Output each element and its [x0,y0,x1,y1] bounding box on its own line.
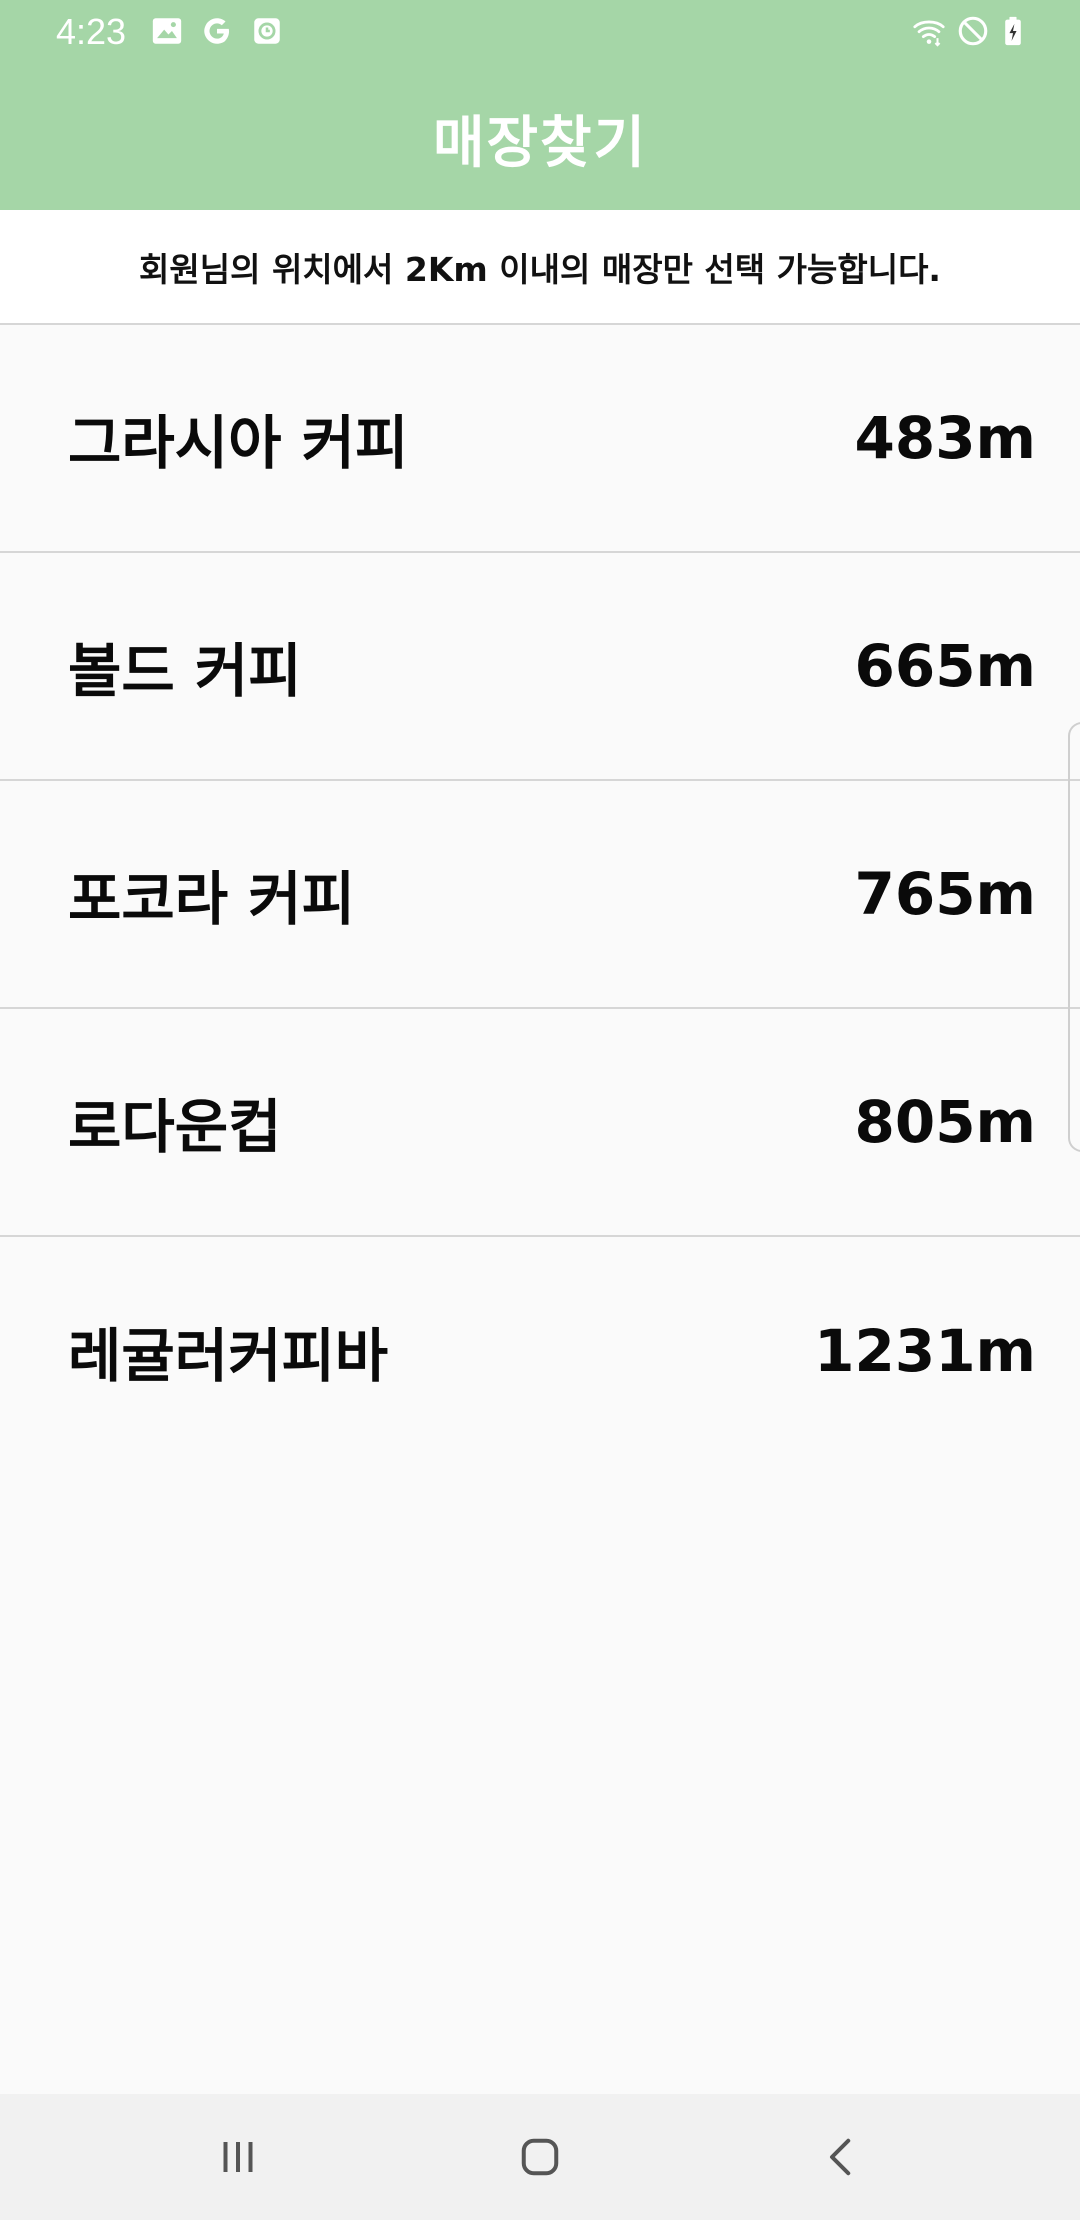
app-bar: 매장찾기 [0,66,1080,210]
store-name: 레귤러커피바 [68,1322,389,1390]
store-list-item[interactable]: 포코라 커피 765m [0,781,1080,1009]
status-bar: 4:23 [0,0,1080,66]
navigation-bar [0,2094,1080,2220]
home-button[interactable] [500,2122,580,2192]
gallery-icon [150,14,184,48]
store-list-item[interactable]: 볼드 커피 665m [0,553,1080,781]
store-distance: 665m [854,632,1036,700]
store-list-item[interactable]: 레귤러커피바 1231m [0,1237,1080,1465]
store-name: 로다운컵 [68,1093,282,1161]
notice-text: 회원님의 위치에서 2Km 이내의 매장만 선택 가능합니다. [139,249,941,289]
battery-charging-icon [996,14,1030,48]
store-list-item[interactable]: 그라시아 커피 483m [0,325,1080,553]
store-distance: 1231m [814,1317,1036,1385]
status-time: 4:23 [56,11,127,52]
edge-panel-handle[interactable] [1068,722,1080,1152]
store-name: 볼드 커피 [68,637,302,705]
recent-apps-icon [223,2142,253,2172]
back-icon [830,2138,851,2176]
wifi-icon [912,14,946,48]
do-not-disturb-icon [956,14,990,48]
store-distance: 765m [854,860,1036,928]
store-list: 그라시아 커피 483m 볼드 커피 665m 포코라 커피 765m 로다운컵… [0,325,1080,1465]
clock-app-icon [250,14,284,48]
back-button[interactable] [802,2122,882,2192]
store-list-item[interactable]: 로다운컵 805m [0,1009,1080,1237]
recent-apps-button[interactable] [198,2122,278,2192]
store-distance: 805m [854,1088,1036,1156]
store-name: 포코라 커피 [68,865,355,933]
store-name: 그라시아 커피 [68,409,409,477]
home-icon [521,2138,559,2176]
distance-notice: 회원님의 위치에서 2Km 이내의 매장만 선택 가능합니다. [0,210,1080,325]
google-icon [200,14,234,48]
page-title: 매장찾기 [432,110,648,176]
store-distance: 483m [854,404,1036,472]
